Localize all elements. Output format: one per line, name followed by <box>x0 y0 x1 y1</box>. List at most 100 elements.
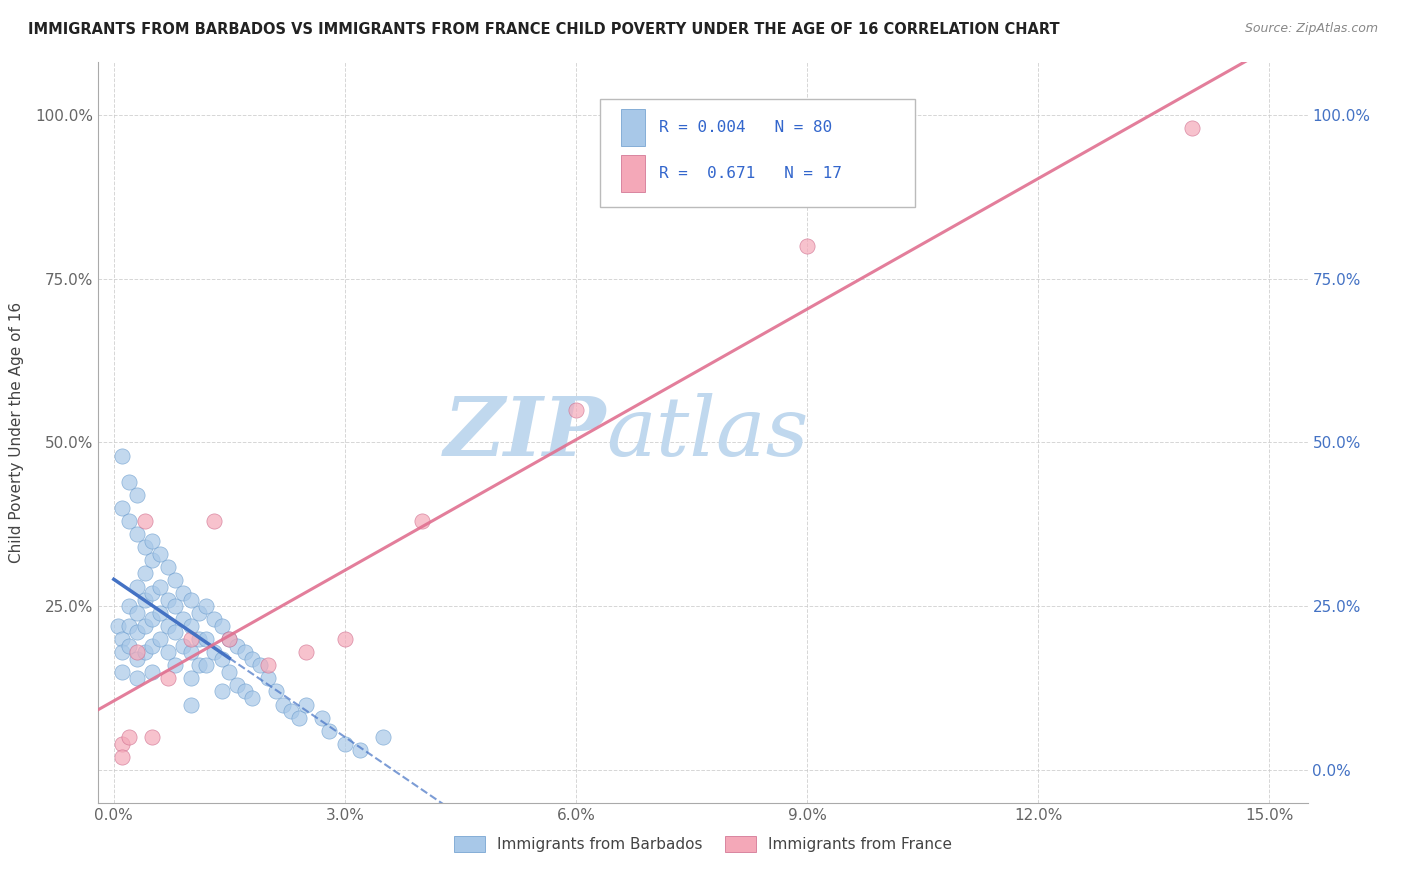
Point <box>134 592 156 607</box>
Point <box>134 514 156 528</box>
Text: IMMIGRANTS FROM BARBADOS VS IMMIGRANTS FROM FRANCE CHILD POVERTY UNDER THE AGE O: IMMIGRANTS FROM BARBADOS VS IMMIGRANTS F… <box>28 22 1060 37</box>
Point <box>141 586 163 600</box>
FancyBboxPatch shape <box>621 109 645 146</box>
Text: R =  0.671   N = 17: R = 0.671 N = 17 <box>659 166 842 181</box>
Point <box>134 619 156 633</box>
Point <box>141 665 163 679</box>
Point <box>202 514 225 528</box>
Point <box>107 619 129 633</box>
Point <box>264 684 287 698</box>
Point <box>202 645 225 659</box>
Point <box>125 645 148 659</box>
Point <box>1181 120 1204 135</box>
Point <box>295 645 318 659</box>
Point <box>172 586 194 600</box>
Text: atlas: atlas <box>606 392 808 473</box>
Point <box>180 698 202 712</box>
Point <box>180 592 202 607</box>
Point <box>156 592 179 607</box>
Point <box>211 684 233 698</box>
Point <box>165 599 187 614</box>
Point <box>110 750 132 764</box>
Point <box>118 639 141 653</box>
Point <box>180 619 202 633</box>
Point <box>125 651 148 665</box>
Point <box>141 731 163 745</box>
Y-axis label: Child Poverty Under the Age of 16: Child Poverty Under the Age of 16 <box>10 302 24 563</box>
Point <box>110 645 132 659</box>
Point <box>226 639 249 653</box>
Point <box>149 580 172 594</box>
Point <box>141 533 163 548</box>
Point <box>187 632 209 646</box>
Point <box>156 645 179 659</box>
Point <box>141 553 163 567</box>
Point <box>187 658 209 673</box>
Point <box>118 514 141 528</box>
Point <box>165 658 187 673</box>
Point <box>211 651 233 665</box>
Point <box>172 639 194 653</box>
Point <box>125 606 148 620</box>
FancyBboxPatch shape <box>600 99 915 207</box>
Point <box>134 645 156 659</box>
Point <box>373 731 395 745</box>
Point <box>156 671 179 685</box>
Point <box>125 625 148 640</box>
Point <box>271 698 294 712</box>
Point <box>333 632 356 646</box>
Point <box>565 402 588 417</box>
Point <box>280 704 302 718</box>
Point <box>257 671 280 685</box>
Point <box>187 606 209 620</box>
Point <box>287 711 309 725</box>
Point <box>156 560 179 574</box>
Point <box>134 541 156 555</box>
Text: R = 0.004   N = 80: R = 0.004 N = 80 <box>659 120 832 135</box>
Point <box>110 737 132 751</box>
Point <box>318 723 340 738</box>
Point <box>226 678 249 692</box>
Point <box>118 599 141 614</box>
Point <box>180 671 202 685</box>
Point <box>218 665 240 679</box>
Point <box>149 547 172 561</box>
Point <box>180 632 202 646</box>
FancyBboxPatch shape <box>621 155 645 192</box>
Point <box>233 645 256 659</box>
Point <box>242 690 264 705</box>
Text: Source: ZipAtlas.com: Source: ZipAtlas.com <box>1244 22 1378 36</box>
Point <box>233 684 256 698</box>
Text: ZIP: ZIP <box>444 392 606 473</box>
Point <box>218 632 240 646</box>
Point <box>257 658 280 673</box>
Point <box>249 658 271 673</box>
Point <box>202 612 225 626</box>
Point <box>125 580 148 594</box>
Point <box>125 488 148 502</box>
Point <box>125 671 148 685</box>
Point <box>295 698 318 712</box>
Legend: Immigrants from Barbados, Immigrants from France: Immigrants from Barbados, Immigrants fro… <box>449 830 957 858</box>
Point <box>125 527 148 541</box>
Point <box>796 239 818 253</box>
Point <box>211 619 233 633</box>
Point <box>165 573 187 587</box>
Point <box>165 625 187 640</box>
Point <box>110 449 132 463</box>
Point <box>110 665 132 679</box>
Point <box>242 651 264 665</box>
Point <box>411 514 433 528</box>
Point <box>218 632 240 646</box>
Point <box>149 632 172 646</box>
Point <box>180 645 202 659</box>
Point <box>195 632 218 646</box>
Point <box>311 711 333 725</box>
Point <box>118 475 141 489</box>
Point <box>349 743 371 757</box>
Point <box>110 632 132 646</box>
Point <box>333 737 356 751</box>
Point <box>118 731 141 745</box>
Point <box>118 619 141 633</box>
Point <box>149 606 172 620</box>
